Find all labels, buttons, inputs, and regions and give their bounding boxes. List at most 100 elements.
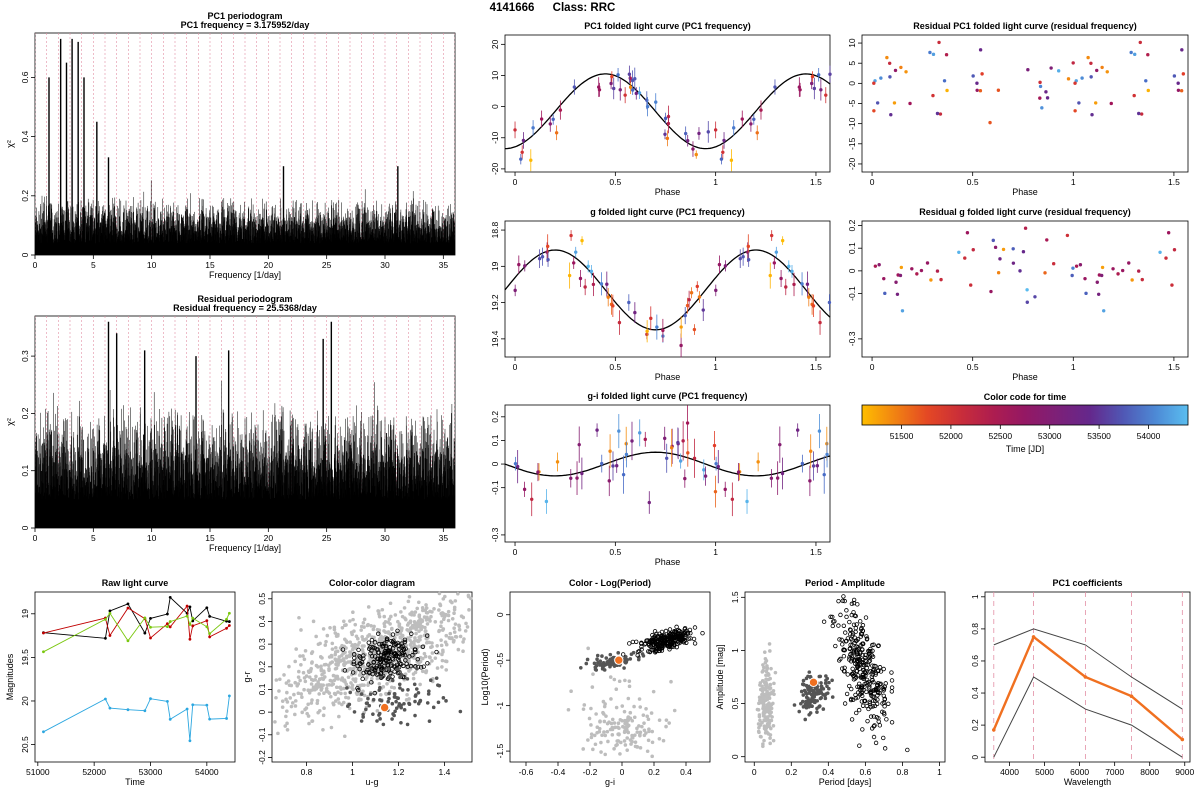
population-point: [351, 661, 356, 667]
periodogram-trace: [35, 380, 455, 528]
population-point: [610, 725, 615, 730]
population-point: [810, 697, 815, 701]
population-point: [856, 681, 862, 686]
coefficient-point: [1083, 675, 1088, 679]
population-point: [397, 701, 402, 706]
population-point: [591, 672, 595, 676]
population-point: [848, 632, 853, 637]
data-point: [800, 461, 805, 466]
population-point: [757, 713, 762, 717]
x-axis-label: Period [days]: [819, 777, 872, 787]
data-point: [611, 304, 615, 308]
x-tick-label: 10: [147, 533, 157, 543]
population-point: [315, 701, 320, 706]
data-point: [798, 88, 802, 92]
data-point: [774, 250, 779, 254]
population-point: [359, 719, 364, 723]
data-point: [1158, 250, 1162, 254]
population-point: [335, 634, 340, 638]
data-point: [996, 88, 1001, 92]
data-point: [589, 269, 594, 274]
x-tick-label: 0.5: [967, 177, 979, 187]
population-point: [625, 729, 629, 734]
population-point: [805, 701, 810, 706]
population-point: [668, 640, 673, 646]
population-point: [464, 621, 468, 626]
population-point: [859, 684, 865, 689]
population-point: [581, 747, 586, 751]
population-point: [348, 650, 352, 654]
population-point: [344, 639, 349, 643]
data-point: [1045, 96, 1050, 100]
population-point: [330, 641, 335, 646]
population-point: [443, 594, 447, 599]
population-point: [347, 653, 352, 658]
panel-title: Period - Amplitude: [805, 578, 885, 588]
population-point: [379, 675, 383, 680]
population-point: [388, 651, 393, 656]
data-point: [540, 255, 545, 259]
population-point: [372, 624, 376, 629]
data-point: [697, 295, 702, 299]
population-point: [807, 670, 812, 674]
population-point: [662, 640, 668, 645]
population-point: [357, 640, 362, 645]
population-point: [320, 686, 324, 691]
population-point: [597, 726, 602, 731]
population-point: [603, 752, 608, 757]
data-point: [683, 476, 687, 481]
population-point: [446, 609, 451, 614]
population-point: [408, 626, 413, 631]
population-point: [761, 742, 765, 746]
population-point: [773, 670, 778, 675]
population-point: [316, 680, 320, 684]
population-point: [293, 680, 298, 685]
population-point: [882, 697, 887, 702]
population-point: [420, 644, 426, 650]
data-point: [1065, 233, 1070, 238]
data-point: [756, 460, 760, 464]
population-point: [638, 733, 642, 738]
data-point: [719, 157, 724, 161]
population-point: [700, 630, 705, 636]
population-point: [378, 717, 382, 721]
data-point: [1176, 88, 1181, 92]
population-point: [385, 659, 391, 664]
population-point: [771, 738, 776, 743]
data-point: [904, 70, 908, 74]
population-point: [602, 704, 607, 709]
x-tick-label: 51000: [26, 767, 50, 777]
population-point: [586, 738, 590, 742]
population-point: [831, 619, 836, 624]
population-point: [414, 631, 418, 636]
population-point: [650, 640, 656, 645]
population-point: [623, 678, 627, 683]
data-point: [681, 439, 685, 443]
population-point: [382, 624, 387, 629]
population-point: [436, 700, 441, 705]
population-point: [606, 659, 611, 664]
population-point: [359, 660, 365, 665]
population-point: [362, 693, 367, 698]
data-point: [1011, 261, 1016, 265]
y-tick-label: 20.5: [20, 736, 30, 753]
population-point: [642, 721, 646, 725]
population-point: [378, 671, 383, 676]
colorbar-tick-label: 53000: [1038, 431, 1062, 441]
raw-series-line: [43, 596, 230, 639]
population-point: [392, 669, 397, 674]
data-point: [713, 128, 718, 132]
population-point: [362, 644, 366, 648]
population-point: [672, 642, 677, 648]
population-point: [614, 743, 618, 748]
colorbar-tick-label: 52000: [939, 431, 963, 441]
population-point: [692, 641, 698, 646]
population-point: [626, 696, 631, 701]
population-point: [405, 692, 409, 697]
population-point: [770, 715, 774, 719]
colorbar-title: Color code for time: [984, 392, 1067, 402]
population-point: [363, 677, 368, 682]
data-point: [654, 100, 658, 104]
population-point: [626, 718, 631, 723]
population-point: [889, 689, 895, 694]
